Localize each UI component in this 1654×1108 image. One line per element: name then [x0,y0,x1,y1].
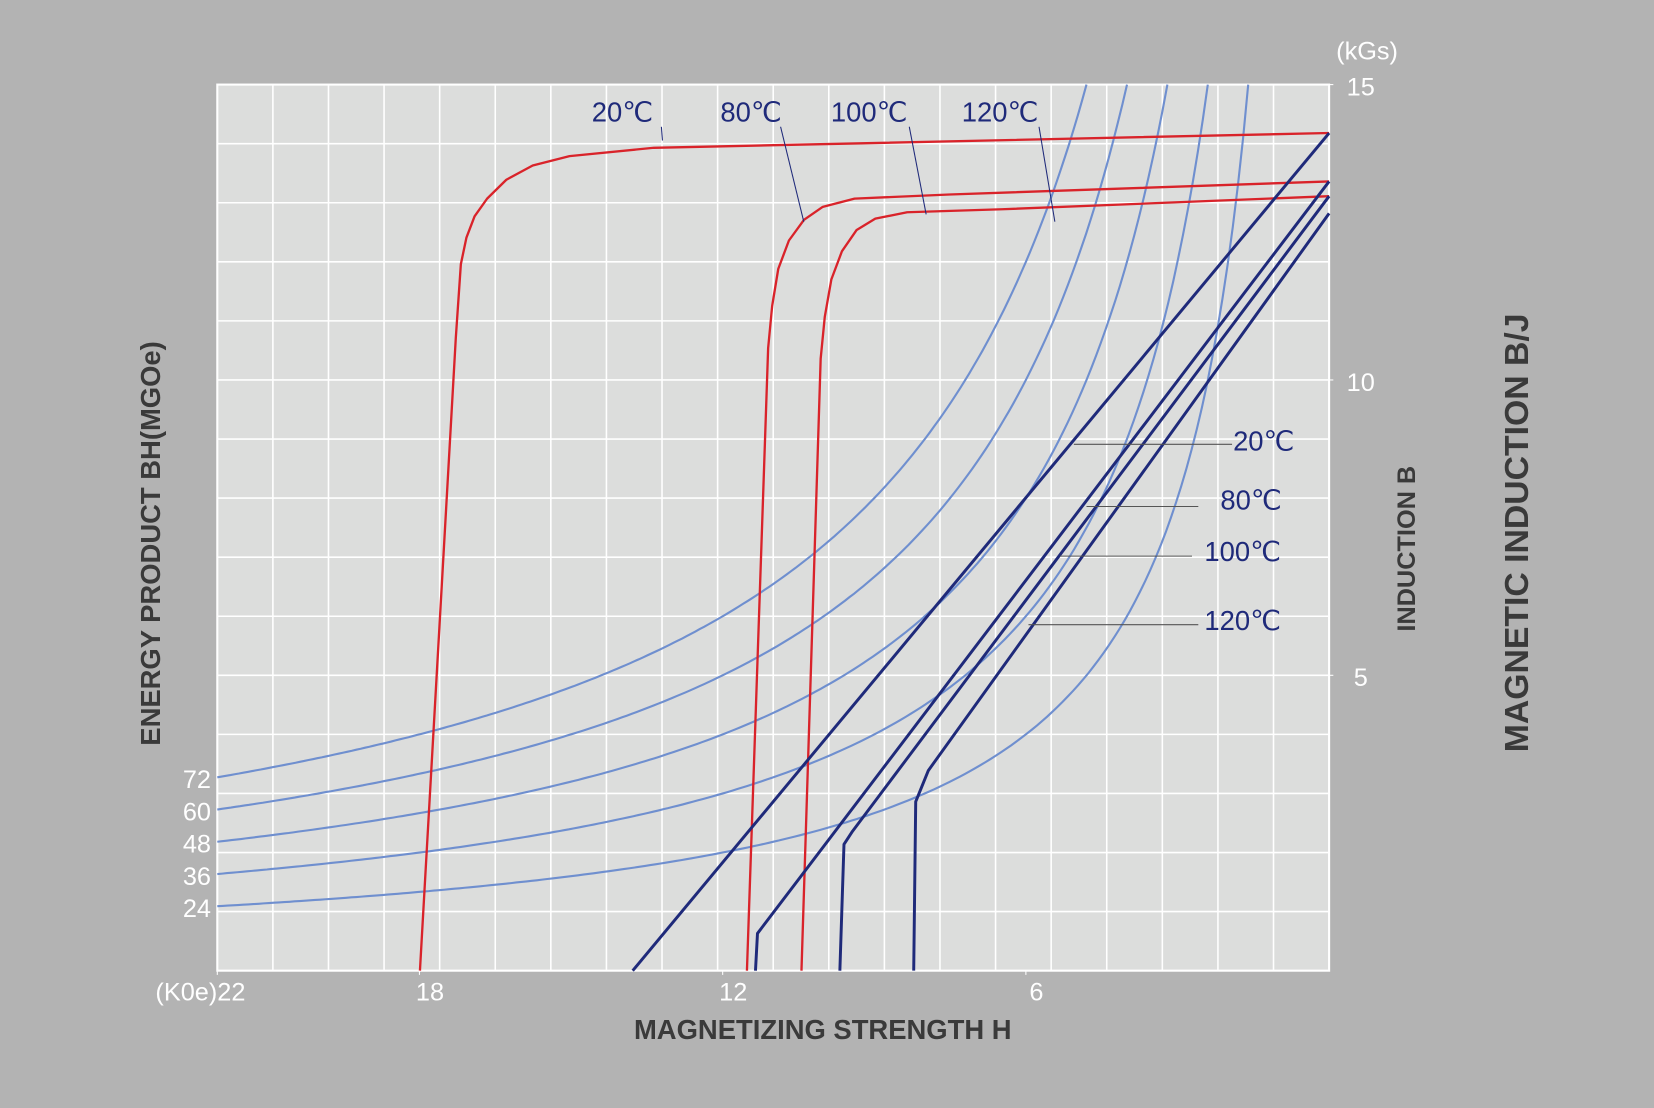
curve-label: 100℃ [831,96,908,127]
energy-product-curve [217,84,1129,811]
y-unit: (kGs) [1336,38,1398,66]
right-axis-title: MAGNETIC INDUCTION B/J [1498,314,1536,753]
y-tick-label: 10 [1347,369,1375,397]
energy-product-label: 48 [183,831,211,859]
plot-border [216,83,1331,972]
curve-label: 80℃ [1220,485,1281,516]
x-axis-title: MAGNETIZING STRENGTH H [634,1014,1012,1045]
leader-line [1038,126,1056,222]
curve-label: 20℃ [592,96,653,127]
intrinsic-curve [418,131,1330,971]
curve-label: 120℃ [1204,605,1281,636]
energy-product-curve [217,84,1169,843]
energy-product-label: 36 [183,863,211,891]
leader-line [780,126,805,222]
curve-label: 80℃ [720,96,781,127]
x-tick-label: 18 [416,979,444,1007]
energy-product-curve [217,84,1209,876]
marks [217,84,1331,972]
energy-product-label: 24 [183,895,211,923]
leader-line [660,126,663,141]
curve-label: 100℃ [1204,536,1281,567]
intrinsic-curve [745,180,1330,971]
energy-product-label: 72 [183,766,211,794]
left-axis-title: ENERGY PRODUCT BH(MGOe) [135,341,166,746]
curve-label: 120℃ [962,96,1039,127]
y-tick-label: 15 [1347,74,1375,102]
leader-line [908,126,927,215]
x-tick-label: 6 [1029,979,1043,1007]
y-tick-label: 5 [1354,664,1368,692]
normal-curve [912,212,1331,971]
x-tick-label: (K0e)22 [155,979,245,1007]
x-tick-label: 12 [719,979,747,1007]
normal-curve [838,195,1331,971]
intrinsic-curve [800,195,1330,971]
normal-curve [631,132,1331,972]
normal-curve [754,180,1331,971]
y-axis-title: INDUCTION B [1393,466,1421,632]
energy-product-label: 60 [183,798,211,826]
curve-label: 20℃ [1233,425,1294,456]
energy-product-curve [217,84,1088,779]
grid [216,83,1331,972]
